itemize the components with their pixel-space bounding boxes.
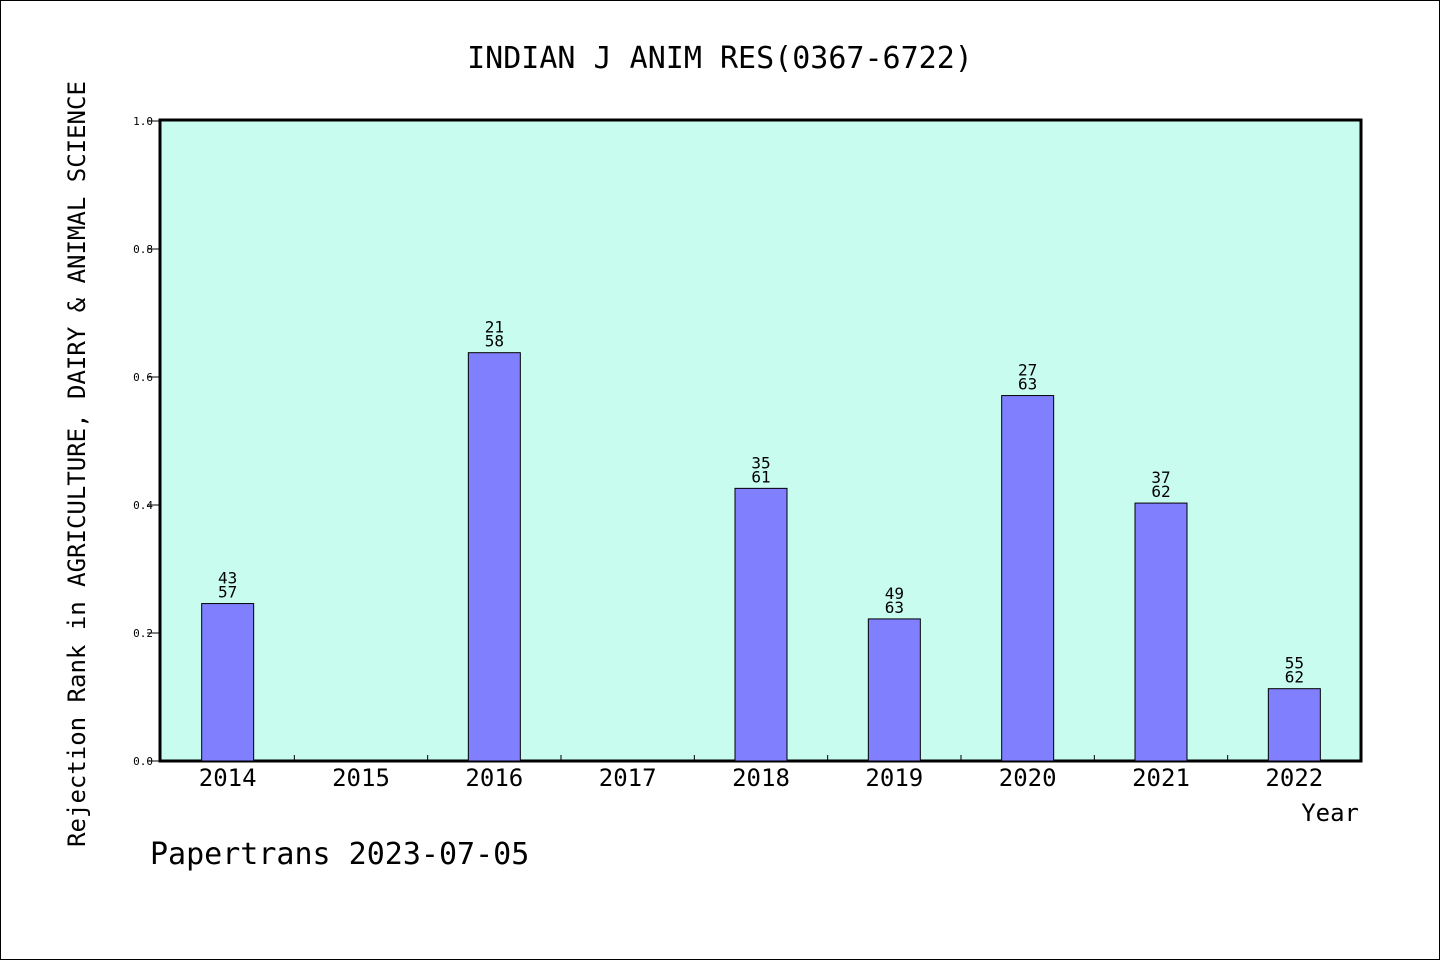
bar-2021 bbox=[1134, 502, 1188, 762]
y-axis: 0.0 0.2 0.4 0.6 0.8 1.0 bbox=[133, 115, 161, 768]
bar-label-rank: 55 bbox=[1285, 654, 1304, 673]
bar-label-total: 62 bbox=[1285, 668, 1304, 687]
bar-label-total: 61 bbox=[751, 467, 770, 486]
bar-label-rank: 21 bbox=[485, 318, 504, 337]
bar-label-total: 57 bbox=[218, 583, 237, 602]
bar-2019 bbox=[867, 618, 921, 762]
y-axis-label: Rejection Rank in AGRICULTURE, DAIRY & A… bbox=[63, 81, 91, 847]
bar-2018 bbox=[734, 487, 788, 762]
bar-2020 bbox=[1001, 395, 1055, 762]
y-tick-label: 1.0 bbox=[133, 115, 153, 128]
x-tick-label: 2015 bbox=[332, 764, 390, 792]
chart-title: INDIAN J ANIM RES(0367-6722) bbox=[467, 41, 973, 76]
bar-label-total: 58 bbox=[485, 332, 504, 351]
x-tick-label: 2021 bbox=[1132, 764, 1190, 792]
bar-label-total: 63 bbox=[885, 598, 904, 617]
bar-label-rank: 35 bbox=[751, 453, 770, 472]
bar-2016 bbox=[467, 352, 521, 762]
bar-label-rank: 37 bbox=[1151, 468, 1170, 487]
x-tick-label: 2020 bbox=[999, 764, 1057, 792]
bar-label-rank: 49 bbox=[885, 584, 904, 603]
bar-label-total: 62 bbox=[1151, 482, 1170, 501]
x-tick-label: 2018 bbox=[732, 764, 790, 792]
y-tick-label: 0.0 bbox=[133, 755, 153, 768]
x-tick-label: 2014 bbox=[199, 764, 257, 792]
bar-2014 bbox=[201, 603, 255, 762]
bar-label-rank: 43 bbox=[218, 569, 237, 588]
y-tick-label: 0.6 bbox=[133, 371, 153, 384]
x-axis-label: Year bbox=[1301, 799, 1359, 827]
x-tick-label: 2016 bbox=[465, 764, 523, 792]
bar-2022 bbox=[1267, 688, 1321, 762]
bar-label-total: 63 bbox=[1018, 375, 1037, 394]
y-tick-label: 0.4 bbox=[133, 499, 153, 512]
y-tick-label: 0.8 bbox=[133, 243, 153, 256]
bar-label-rank: 27 bbox=[1018, 361, 1037, 380]
x-axis: 2014 2015 2016 2017 2018 2019 2020 2021 2022 bbox=[199, 755, 1323, 792]
x-tick-label: 2019 bbox=[865, 764, 923, 792]
x-tick-label: 2022 bbox=[1265, 764, 1323, 792]
y-tick-label: 0.2 bbox=[133, 627, 153, 640]
x-tick-label: 2017 bbox=[599, 764, 657, 792]
footer-text: Papertrans 2023-07-05 bbox=[150, 837, 529, 872]
